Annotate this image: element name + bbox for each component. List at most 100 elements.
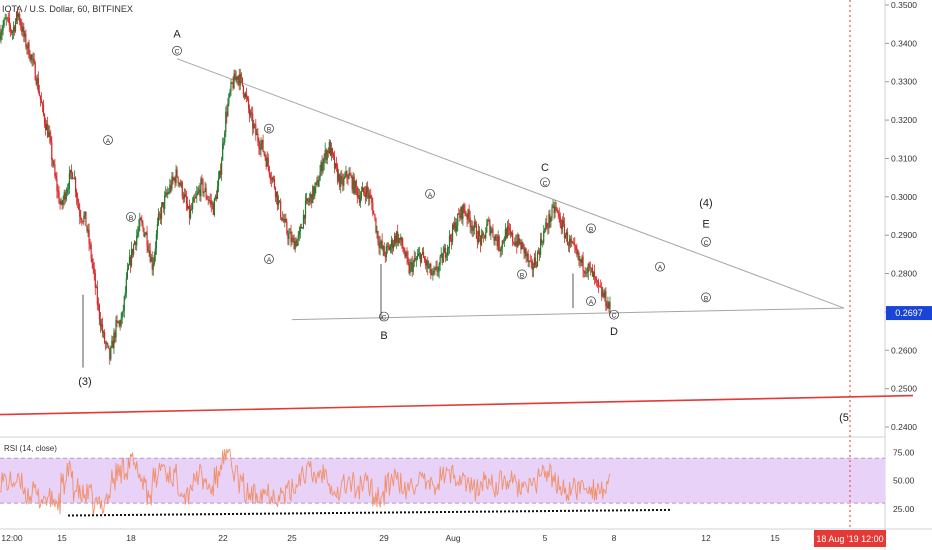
candle-body: [287, 233, 289, 240]
candle-body: [75, 177, 77, 193]
candle-body: [440, 253, 442, 257]
candle-body: [496, 240, 498, 247]
candle-body: [564, 235, 567, 238]
candle-body: [462, 204, 464, 219]
candle-body: [583, 270, 585, 272]
candle-body: [214, 196, 217, 199]
rsi-series: [0, 448, 611, 516]
wave-label: A: [106, 138, 111, 145]
candle-body: [566, 232, 569, 245]
wave-label-circle: [655, 261, 665, 272]
candle-body: [154, 248, 156, 255]
candle-body: [189, 208, 192, 218]
candle-body: [179, 182, 181, 186]
candle-body: [46, 123, 48, 131]
candle-body: [150, 257, 152, 262]
candle-body: [304, 200, 307, 219]
candle-body: [555, 206, 557, 209]
candle-body: [393, 236, 396, 245]
candle-body: [170, 184, 172, 189]
candle-body: [606, 306, 608, 309]
candle-body: [459, 214, 461, 218]
candle-body: [313, 186, 315, 197]
candle-body: [101, 324, 104, 334]
candle-body: [528, 260, 530, 262]
candle-body: [4, 18, 6, 20]
candle-body: [513, 242, 515, 244]
candle-body: [235, 76, 237, 80]
candle-body: [525, 248, 527, 257]
wave-label: B: [267, 127, 271, 134]
candle-body: [356, 187, 358, 198]
candle-body: [478, 230, 481, 237]
candle-body: [23, 26, 25, 37]
candle-body: [344, 176, 346, 178]
candle-body: [414, 257, 416, 260]
candle-body: [458, 213, 460, 215]
candle-body: [546, 222, 548, 227]
candle-body: [420, 254, 423, 263]
candle-body: [314, 187, 316, 197]
candle-body: [11, 32, 14, 34]
candle-body: [73, 177, 76, 179]
candle-body: [68, 173, 70, 189]
candle-body: [391, 240, 394, 249]
candle-body: [345, 171, 347, 177]
candle-body: [116, 320, 118, 322]
candle-body: [225, 111, 227, 133]
candle-body: [244, 93, 247, 98]
candle-body: [413, 257, 415, 263]
candle-body: [280, 201, 282, 218]
candle-body: [500, 248, 502, 252]
candle-body: [303, 214, 306, 219]
candle-body: [149, 250, 151, 262]
candle-body: [98, 305, 101, 320]
candle-body: [254, 124, 256, 126]
candle-body: [537, 251, 540, 253]
candle-body: [469, 217, 471, 228]
candle-body: [193, 197, 195, 203]
candle-body: [461, 207, 463, 219]
wave-label: C: [612, 313, 617, 320]
candle-body: [234, 73, 236, 80]
candle-body: [319, 171, 321, 181]
candle-body: [346, 171, 348, 178]
candle-body: [410, 262, 412, 265]
candle-body: [107, 343, 109, 346]
candle-body: [27, 42, 29, 49]
candle-body: [598, 282, 600, 286]
rsi-tick-label: 50.00: [893, 476, 915, 486]
candle-body: [176, 169, 178, 177]
candle-body: [84, 211, 86, 216]
candle-body: [80, 216, 82, 220]
wave-label-circle: [172, 45, 182, 56]
candle-body: [397, 231, 399, 243]
time-tick-label: 15: [770, 533, 780, 543]
candle-body: [294, 241, 296, 250]
candle-body: [530, 260, 532, 262]
candle-body: [38, 91, 40, 96]
candle-body: [31, 54, 33, 60]
candle-body: [603, 292, 605, 298]
candle-body: [94, 273, 96, 288]
candle-body: [185, 196, 188, 204]
candle-body: [208, 200, 210, 201]
candle-body: [342, 178, 344, 186]
candle-body: [203, 191, 205, 194]
candle-body: [609, 301, 611, 309]
candle-body: [151, 257, 153, 270]
candle-body: [501, 240, 503, 249]
candle-body: [398, 237, 400, 243]
candle-body: [10, 30, 12, 33]
candle-body: [366, 186, 368, 198]
candle-body: [227, 103, 229, 116]
candle-body: [589, 267, 591, 268]
candle-body: [97, 304, 99, 306]
candle-body: [302, 214, 305, 228]
candle-body: [592, 271, 595, 277]
candle-body: [173, 178, 175, 180]
candle-body: [419, 253, 422, 263]
candle-body: [105, 342, 107, 344]
candle-body: [166, 192, 168, 195]
